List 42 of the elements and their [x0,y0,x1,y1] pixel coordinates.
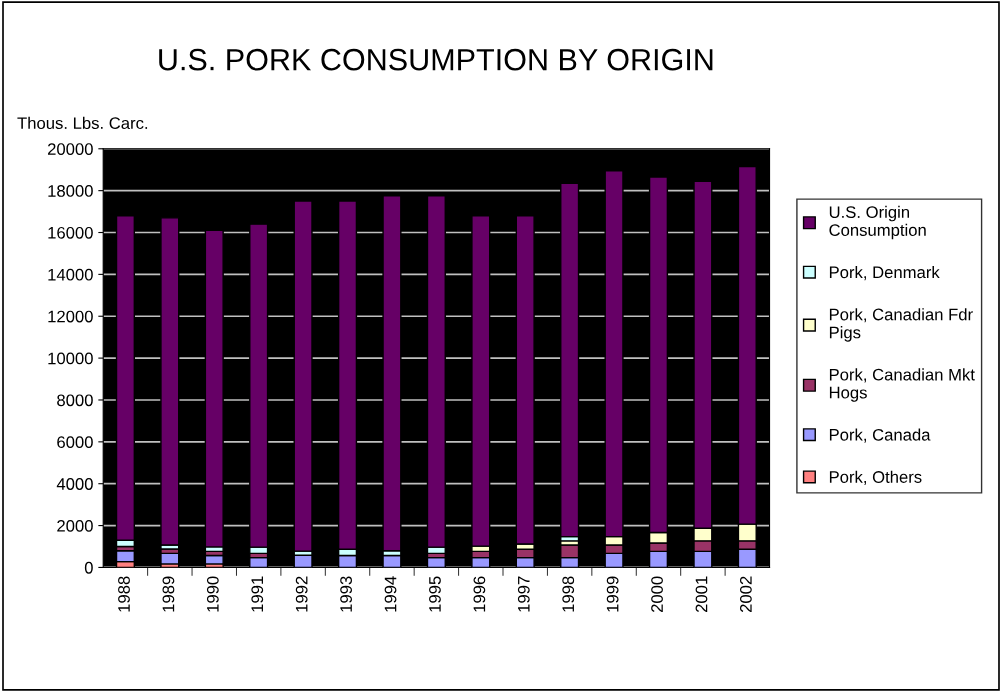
y-tick-label: 12000 [48,310,93,323]
legend-label: Pork, Canada [829,428,931,443]
x-tick-label: 1995 [429,576,441,612]
x-tick-label: 2000 [651,576,663,613]
x-tick-label: 1990 [206,576,219,612]
x-tick-label: 2001 [695,576,708,613]
x-tick-label: 1996 [473,576,486,612]
x-tick-label: 1989 [162,576,175,612]
bar [204,229,224,548]
chart-title: U.S. PORK CONSUMPTION BY ORIGIN [159,48,713,71]
legend-label: Pork, Others [829,470,922,485]
x-tick-label: 1991 [251,576,264,612]
y-tick-label: 14000 [48,268,93,281]
bar [293,200,313,552]
bar [382,195,402,552]
y-tick-label: 18000 [48,185,93,197]
y-tick-label: 6000 [57,436,93,449]
y-tick-label: 4000 [56,478,93,490]
x-tick-label: 1994 [384,576,397,612]
bar [204,554,224,565]
y-tick-label: 8000 [57,394,93,407]
x-tick-label: 1992 [295,576,308,612]
legend-label: Pork, Canadian Fdr Pigs [829,308,973,342]
x-tick-label: 1988 [118,576,130,612]
y-tick-label: 20000 [47,143,93,155]
legend-label: Pork, Denmark [829,265,940,281]
x-tick-label: 1999 [606,576,619,612]
legend-label: U.S. Origin Consumption [829,205,926,240]
bar [115,549,135,563]
bar [160,552,180,565]
x-tick-label: 1997 [517,576,530,612]
x-tick-label: 2002 [740,576,752,613]
legend-label: Pork, Canadian Mkt Hogs [829,368,975,402]
y-tick-label: 16000 [48,226,93,239]
bar [160,217,180,546]
x-tick-label: 1998 [562,576,575,612]
y-axis-title: Thous. Lbs. Carc. [17,116,148,130]
bar [560,182,580,538]
x-tick-label: 1993 [340,576,352,612]
y-tick-label: 2000 [57,519,93,532]
y-tick-label: 10000 [48,352,93,365]
y-tick-label: 0 [84,561,93,574]
